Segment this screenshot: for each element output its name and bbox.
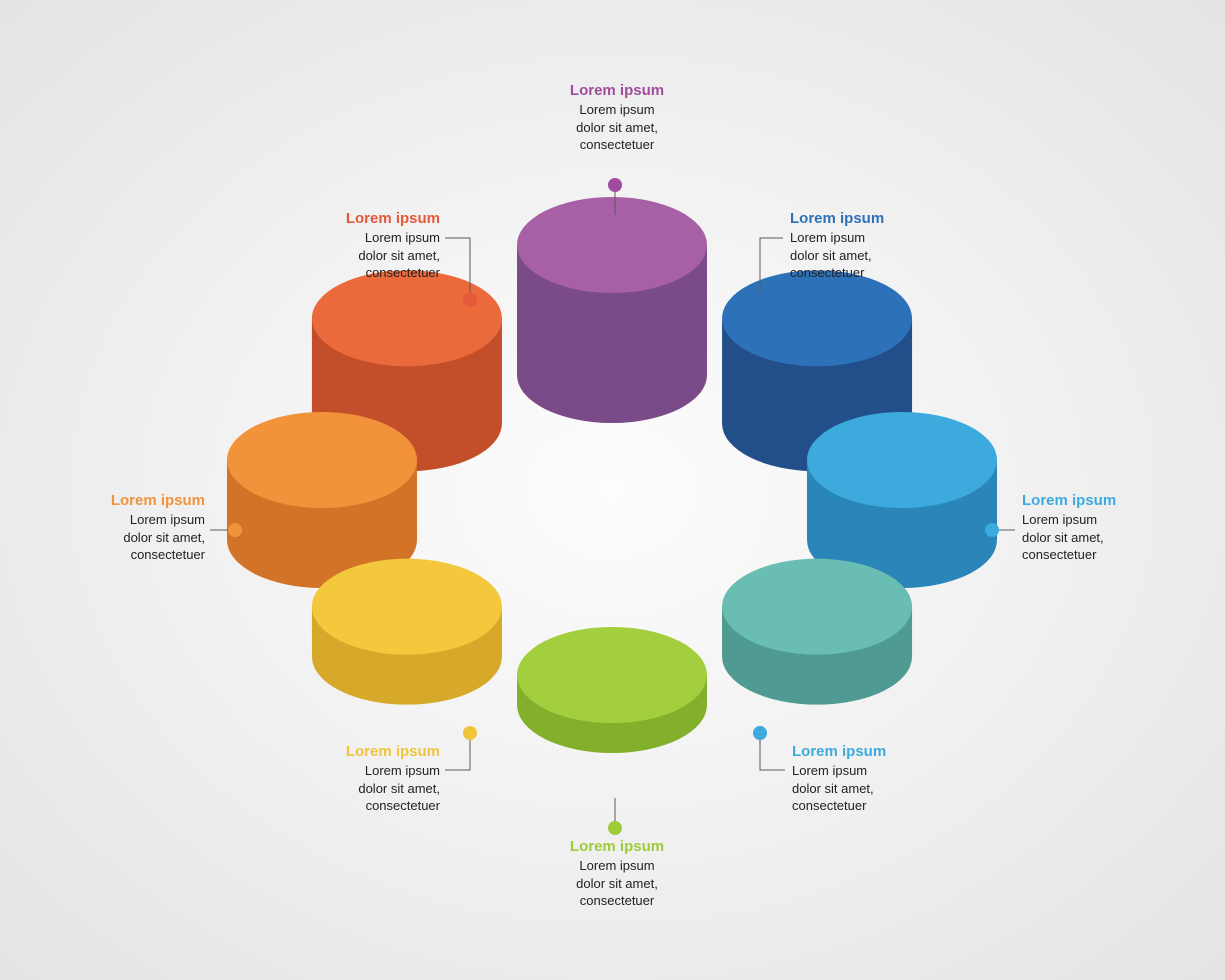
leader-dot-yellow (463, 726, 477, 740)
callout-body-lblue: Lorem ipsum dolor sit amet, consectetuer (1022, 511, 1182, 564)
leader-dot-dorange (463, 293, 477, 307)
callout-title-lblue: Lorem ipsum (1022, 492, 1182, 509)
leader-dot-lblue (985, 523, 999, 537)
callout-purple: Lorem ipsum Lorem ipsum dolor sit amet, c… (547, 82, 687, 154)
cylinder-purple (517, 197, 707, 423)
leader-dot-dblue (753, 293, 767, 307)
callout-yellow: Lorem ipsum Lorem ipsum dolor sit amet, c… (280, 743, 440, 815)
callout-dorange: Lorem ipsum Lorem ipsum dolor sit amet, c… (280, 210, 440, 282)
callout-title-dorange: Lorem ipsum (280, 210, 440, 227)
callout-orange: Lorem ipsum Lorem ipsum dolor sit amet, c… (45, 492, 205, 564)
cylinder-green (517, 627, 707, 753)
leader-dot-purple (608, 178, 622, 192)
leader-dot-green (608, 821, 622, 835)
callout-body-teal: Lorem ipsum dolor sit amet, consectetuer (792, 762, 952, 815)
callout-title-yellow: Lorem ipsum (280, 743, 440, 760)
cylinder-teal (722, 559, 912, 705)
infographic-stage: Lorem ipsum Lorem ipsum dolor sit amet, c… (0, 0, 1225, 980)
callout-body-purple: Lorem ipsum dolor sit amet, consectetuer (547, 101, 687, 154)
callout-body-orange: Lorem ipsum dolor sit amet, consectetuer (45, 511, 205, 564)
callout-lblue: Lorem ipsum Lorem ipsum dolor sit amet, c… (1022, 492, 1182, 564)
callout-green: Lorem ipsum Lorem ipsum dolor sit amet, c… (547, 838, 687, 910)
callout-dblue: Lorem ipsum Lorem ipsum dolor sit amet, c… (790, 210, 950, 282)
callout-body-green: Lorem ipsum dolor sit amet, consectetuer (547, 857, 687, 910)
cylinder-yellow (312, 559, 502, 705)
callout-title-green: Lorem ipsum (547, 838, 687, 855)
callout-body-dorange: Lorem ipsum dolor sit amet, consectetuer (280, 229, 440, 282)
callout-title-teal: Lorem ipsum (792, 743, 952, 760)
callout-teal: Lorem ipsum Lorem ipsum dolor sit amet, c… (792, 743, 952, 815)
leader-dot-orange (228, 523, 242, 537)
callout-title-purple: Lorem ipsum (547, 82, 687, 99)
leader-dot-teal (753, 726, 767, 740)
callout-body-yellow: Lorem ipsum dolor sit amet, consectetuer (280, 762, 440, 815)
callout-body-dblue: Lorem ipsum dolor sit amet, consectetuer (790, 229, 950, 282)
callout-title-dblue: Lorem ipsum (790, 210, 950, 227)
callout-title-orange: Lorem ipsum (45, 492, 205, 509)
